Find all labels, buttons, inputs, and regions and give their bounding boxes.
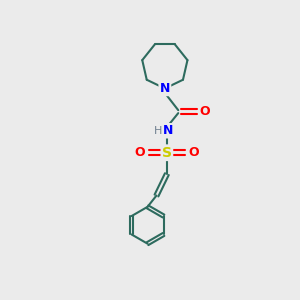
Text: O: O [188, 146, 199, 159]
Text: N: N [163, 124, 173, 137]
Text: O: O [200, 105, 210, 118]
Text: S: S [162, 146, 172, 160]
Text: O: O [135, 146, 146, 159]
Text: H: H [154, 126, 163, 136]
Text: N: N [160, 82, 170, 95]
